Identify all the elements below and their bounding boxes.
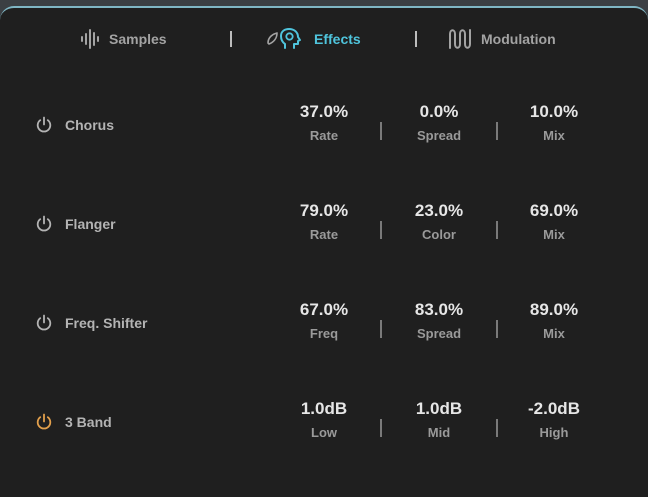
param-freq[interactable]: 67.0% Freq [274,298,374,341]
param-label: Freq [309,326,339,341]
effect-3-band-header: 3 Band [35,411,112,433]
param-mix[interactable]: 89.0% Mix [504,298,604,341]
param-rate[interactable]: 79.0% Rate [274,199,374,242]
param-divider [496,221,498,239]
param-value: 10.0% [529,102,579,121]
param-label: Rate [309,227,339,242]
param-value: 89.0% [529,300,579,319]
tab-effects-label: Effects [314,31,361,47]
effect-row-freq-shifter: Freq. Shifter 67.0% Freq 83.0% Spread 89… [0,298,648,358]
param-label: High [539,425,569,440]
param-spread[interactable]: 83.0% Spread [389,298,489,341]
effect-name: Chorus [65,117,114,133]
power-icon[interactable] [35,314,53,332]
param-label: Mix [543,227,565,242]
param-value: 0.0% [419,102,459,121]
effect-row-3-band: 3 Band 1.0dB Low 1.0dB Mid -2.0dB High [0,397,648,457]
effect-name: 3 Band [65,414,112,430]
param-value: 69.0% [529,201,579,220]
tab-divider [230,31,232,47]
tab-bar: Samples Effects Modulation [0,8,648,72]
tab-modulation-label: Modulation [481,31,556,47]
param-divider [380,419,382,437]
param-value: 1.0dB [300,399,348,418]
param-divider [496,320,498,338]
param-high[interactable]: -2.0dB High [504,397,604,440]
effect-name: Flanger [65,216,116,232]
param-divider [380,122,382,140]
effect-freq-shifter-header: Freq. Shifter [35,312,147,334]
param-label: Mid [427,425,451,440]
param-divider [380,320,382,338]
param-label: Mix [543,326,565,341]
param-mix[interactable]: 69.0% Mix [504,199,604,242]
tab-modulation[interactable]: Modulation [448,28,556,50]
effect-flanger-header: Flanger [35,213,116,235]
effects-panel: Samples Effects Modulation [0,6,648,497]
param-label: Mix [543,128,565,143]
power-icon[interactable] [35,215,53,233]
param-value: -2.0dB [528,399,580,418]
tab-samples[interactable]: Samples [80,28,167,50]
param-value: 83.0% [414,300,464,319]
param-value: 1.0dB [415,399,463,418]
tab-divider [415,31,417,47]
tab-samples-label: Samples [109,31,167,47]
effect-name: Freq. Shifter [65,315,148,331]
param-label: Color [422,227,456,242]
param-divider [496,122,498,140]
param-label: Spread [416,128,462,143]
effect-row-flanger: Flanger 79.0% Rate 23.0% Color 69.0% Mix [0,199,648,259]
effect-row-chorus: Chorus 37.0% Rate 0.0% Spread 10.0% Mix [0,100,648,160]
param-mix[interactable]: 10.0% Mix [504,100,604,143]
param-color[interactable]: 23.0% Color [389,199,489,242]
param-value: 67.0% [299,300,349,319]
effect-chorus-header: Chorus [35,114,114,136]
power-icon[interactable] [35,413,53,431]
param-rate[interactable]: 37.0% Rate [274,100,374,143]
effects-head-icon [265,27,307,51]
param-divider [380,221,382,239]
waveform-icon [80,29,102,49]
modulation-wave-icon [448,28,474,50]
param-divider [496,419,498,437]
param-spread[interactable]: 0.0% Spread [389,100,489,143]
param-mid[interactable]: 1.0dB Mid [389,397,489,440]
param-low[interactable]: 1.0dB Low [274,397,374,440]
param-value: 79.0% [299,201,349,220]
param-label: Rate [309,128,339,143]
power-icon[interactable] [35,116,53,134]
param-label: Low [311,425,337,440]
param-value: 37.0% [299,102,349,121]
tab-effects[interactable]: Effects [265,28,361,50]
param-value: 23.0% [414,201,464,220]
param-label: Spread [416,326,462,341]
